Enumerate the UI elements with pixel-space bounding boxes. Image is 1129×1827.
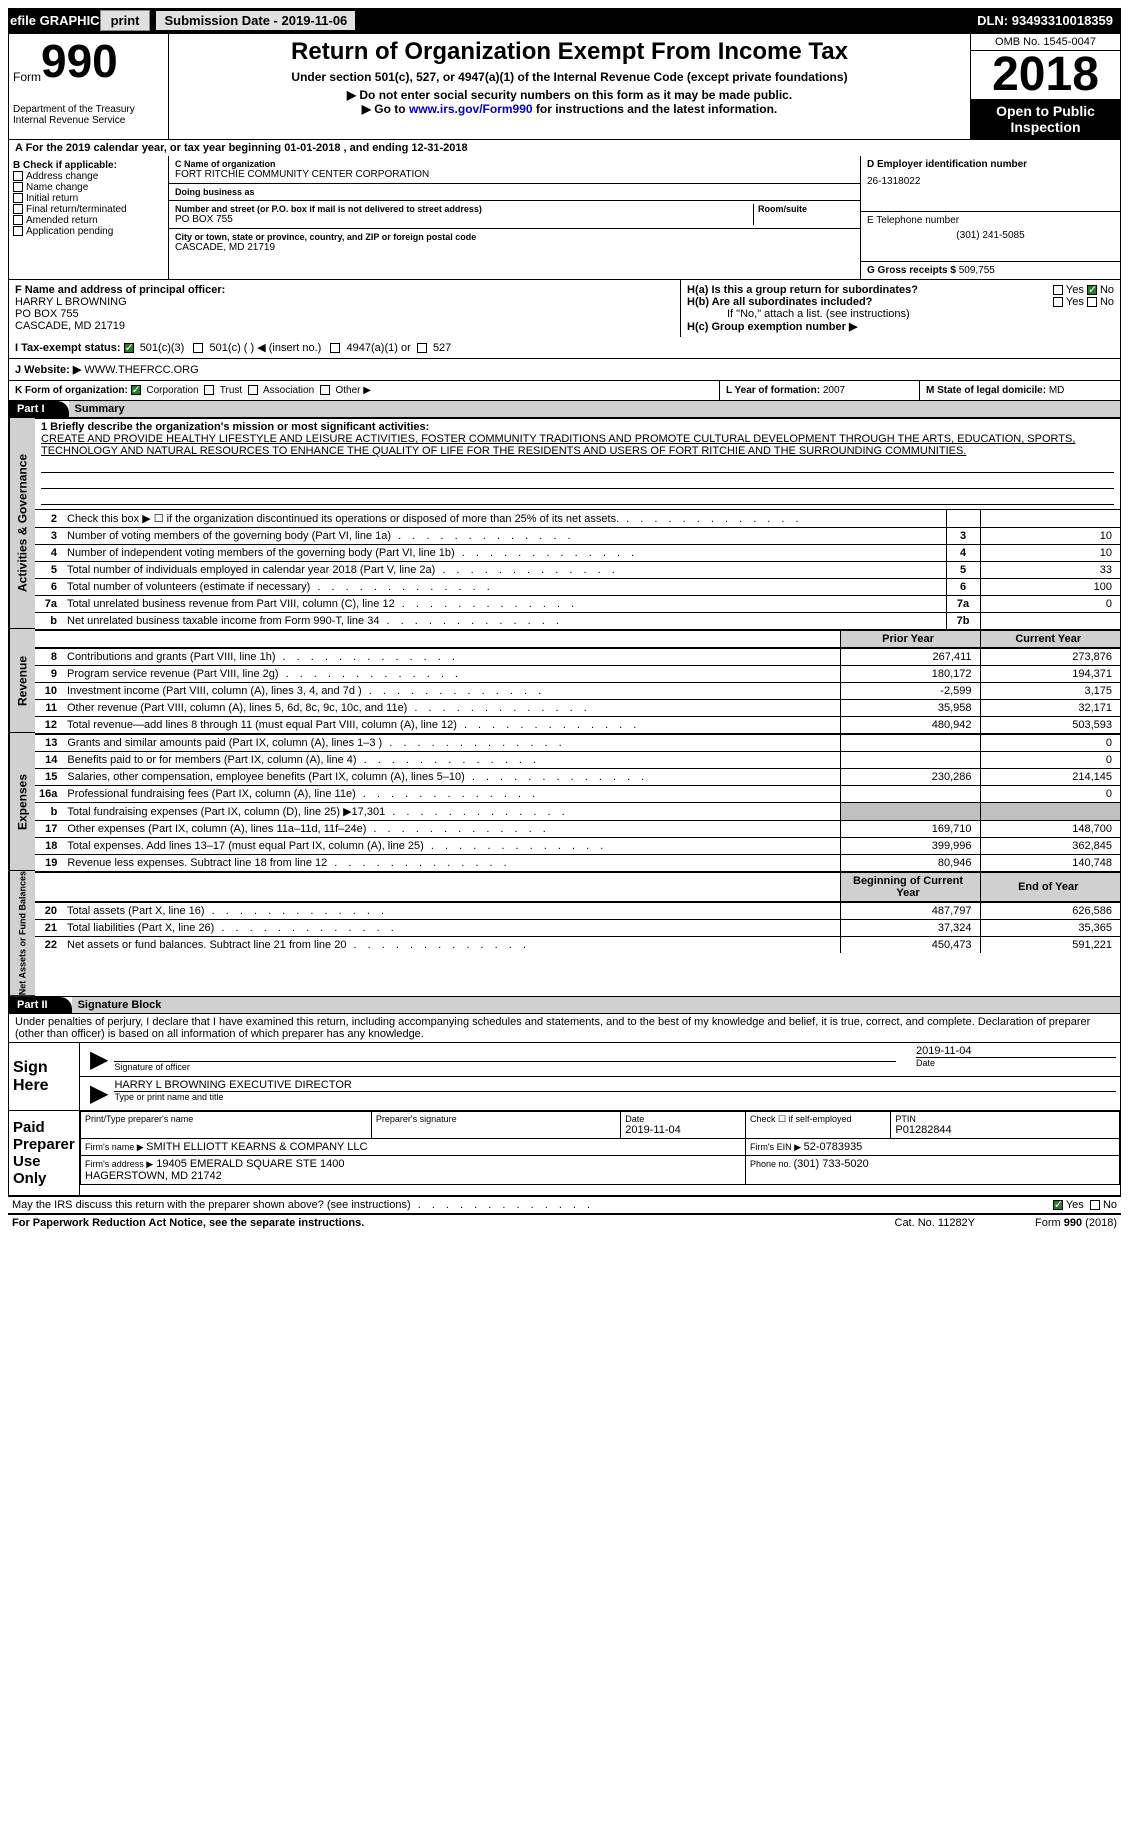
- sign-date: 2019-11-04: [916, 1045, 1116, 1057]
- website-row: J Website: ▶ WWW.THEFRCC.ORG: [8, 359, 1121, 381]
- officer-printed-name: HARRY L BROWNING EXECUTIVE DIRECTOR: [114, 1079, 1116, 1091]
- row-a-period: A For the 2019 calendar year, or tax yea…: [8, 140, 1121, 156]
- city-state-zip: CASCADE, MD 21719: [175, 242, 854, 253]
- chk-501c3[interactable]: [124, 343, 134, 353]
- paid-preparer-label: Paid Preparer Use Only: [9, 1111, 79, 1195]
- print-button[interactable]: print: [100, 10, 151, 31]
- printed-name-label: Type or print name and title: [114, 1091, 1116, 1102]
- open-to-public: Open to Public Inspection: [971, 99, 1120, 139]
- revenue-table: Prior YearCurrent Year8Contributions and…: [35, 629, 1120, 733]
- main-identity-block: B Check if applicable: Address change Na…: [8, 156, 1121, 280]
- gross-receipts-label: G Gross receipts $: [867, 265, 959, 276]
- vtab-expenses: Expenses: [9, 733, 35, 871]
- chk-other[interactable]: [320, 385, 330, 395]
- chk-corporation[interactable]: [131, 385, 141, 395]
- activities-governance: Activities & Governance 1 Briefly descri…: [8, 418, 1121, 629]
- jurat-text: Under penalties of perjury, I declare th…: [8, 1014, 1121, 1042]
- form-title: Return of Organization Exempt From Incom…: [173, 38, 966, 66]
- sign-arrow-icon: ▶: [84, 1079, 114, 1108]
- phone-label: E Telephone number: [867, 215, 1114, 226]
- date-label: Date: [916, 1057, 1116, 1068]
- signature-label: Signature of officer: [114, 1061, 896, 1072]
- irs-link[interactable]: www.irs.gov/Form990: [409, 102, 533, 116]
- room-label: Room/suite: [758, 204, 854, 214]
- chk-amended[interactable]: Amended return: [13, 215, 164, 226]
- form-header: Form990 Department of the Treasury Inter…: [8, 33, 1121, 140]
- officer-name: HARRY L BROWNING: [15, 296, 674, 308]
- ein-label: D Employer identification number: [867, 159, 1114, 170]
- block-f-h: F Name and address of principal officer:…: [8, 280, 1121, 337]
- officer-addr1: PO BOX 755: [15, 308, 674, 320]
- website-value: WWW.THEFRCC.ORG: [84, 364, 198, 376]
- chk-address-change[interactable]: Address change: [13, 171, 164, 182]
- tax-year: 2018: [971, 51, 1120, 99]
- phone-value: (301) 241-5085: [867, 230, 1114, 241]
- net-assets-section: Net Assets or Fund Balances Beginning of…: [8, 871, 1121, 997]
- k-l-m-row: K Form of organization: Corporation Trus…: [8, 381, 1121, 401]
- vtab-governance: Activities & Governance: [9, 418, 35, 629]
- paperwork-notice: For Paperwork Reduction Act Notice, see …: [12, 1217, 364, 1229]
- c-name-label: C Name of organization: [175, 159, 854, 169]
- chk-527[interactable]: [417, 343, 427, 353]
- city-label: City or town, state or province, country…: [175, 232, 854, 242]
- gross-receipts-value: 509,755: [959, 265, 995, 276]
- dept-label: Department of the Treasury Internal Reve…: [13, 104, 164, 126]
- f-label: F Name and address of principal officer:: [15, 284, 674, 296]
- vtab-revenue: Revenue: [9, 629, 35, 733]
- h-a: H(a) Is this a group return for subordin…: [687, 284, 1114, 296]
- chk-discuss-yes[interactable]: [1053, 1200, 1063, 1210]
- chk-final-return[interactable]: Final return/terminated: [13, 204, 164, 215]
- net-assets-table: Beginning of Current YearEnd of Year20To…: [35, 871, 1120, 953]
- chk-initial-return[interactable]: Initial return: [13, 193, 164, 204]
- chk-app-pending[interactable]: Application pending: [13, 226, 164, 237]
- sign-arrow-icon: ▶: [84, 1045, 114, 1074]
- cat-no: Cat. No. 11282Y: [895, 1217, 976, 1229]
- dba-label: Doing business as: [175, 187, 854, 197]
- expenses-section: Expenses 13Grants and similar amounts pa…: [8, 733, 1121, 871]
- street-address: PO BOX 755: [175, 214, 749, 225]
- chk-name-change[interactable]: Name change: [13, 182, 164, 193]
- part1-header: Part I Summary: [8, 401, 1121, 418]
- tax-exempt-status: I Tax-exempt status: 501(c)(3) 501(c) ( …: [8, 337, 1121, 359]
- revenue-section: Revenue Prior YearCurrent Year8Contribut…: [8, 629, 1121, 733]
- chk-4947[interactable]: [330, 343, 340, 353]
- form-footer: Form 990 (2018): [1035, 1217, 1117, 1229]
- expenses-table: 13Grants and similar amounts paid (Part …: [35, 733, 1120, 871]
- officer-addr2: CASCADE, MD 21719: [15, 320, 674, 332]
- efile-label: efile GRAPHIC: [10, 13, 100, 28]
- preparer-table: Print/Type preparer's name Preparer's si…: [80, 1111, 1120, 1185]
- note-ssn: ▶ Do not enter social security numbers o…: [173, 88, 966, 102]
- chk-501c[interactable]: [193, 343, 203, 353]
- org-name: FORT RITCHIE COMMUNITY CENTER CORPORATIO…: [175, 169, 854, 180]
- topbar: efile GRAPHIC print Submission Date - 20…: [8, 8, 1121, 33]
- chk-discuss-no[interactable]: [1090, 1200, 1100, 1210]
- discuss-row: May the IRS discuss this return with the…: [8, 1196, 1121, 1213]
- b-label: B Check if applicable:: [13, 160, 164, 171]
- part2-header: Part II Signature Block: [8, 997, 1121, 1014]
- signature-section: Sign Here ▶ Signature of officer 2019-11…: [8, 1042, 1121, 1196]
- addr-label: Number and street (or P.O. box if mail i…: [175, 204, 749, 214]
- chk-trust[interactable]: [204, 385, 214, 395]
- dln: DLN: 93493310018359: [977, 13, 1119, 28]
- mission-text: CREATE AND PROVIDE HEALTHY LIFESTYLE AND…: [41, 433, 1114, 457]
- h-b: H(b) Are all subordinates included? Yes …: [687, 296, 1114, 308]
- h-b-note: If "No," attach a list. (see instruction…: [687, 308, 1114, 320]
- line1-label: 1 Briefly describe the organization's mi…: [41, 421, 429, 433]
- vtab-net-assets: Net Assets or Fund Balances: [9, 871, 35, 996]
- submission-date: Submission Date - 2019-11-06: [156, 11, 355, 30]
- sign-here-label: Sign Here: [9, 1043, 79, 1110]
- form-subtitle: Under section 501(c), 527, or 4947(a)(1)…: [173, 70, 966, 84]
- h-c: H(c) Group exemption number ▶: [687, 320, 1114, 333]
- form-number: Form990: [13, 38, 164, 84]
- ein-value: 26-1318022: [867, 176, 1114, 187]
- chk-association[interactable]: [248, 385, 258, 395]
- note-goto: ▶ Go to www.irs.gov/Form990 for instruct…: [173, 102, 966, 116]
- governance-table: 2Check this box ▶ ☐ if the organization …: [35, 509, 1120, 629]
